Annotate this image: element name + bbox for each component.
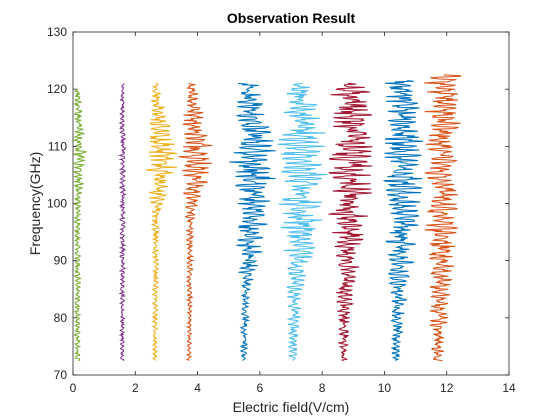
y-tick-label: 100 [47, 197, 67, 211]
x-tick-label: 6 [257, 381, 264, 395]
y-axis: 70 80 90 100 110 120 130 [47, 25, 509, 382]
series-line-6 [277, 82, 328, 361]
series-line-8 [382, 80, 424, 362]
y-tick-label: 70 [54, 368, 68, 382]
y-tick-label: 120 [47, 82, 67, 96]
x-tick-label: 4 [194, 381, 201, 395]
series-line-7 [328, 82, 373, 362]
y-tick-label: 80 [54, 311, 68, 325]
x-tick-label: 14 [502, 381, 516, 395]
series-line-5 [229, 82, 276, 361]
series-line-4 [178, 82, 213, 361]
series-group [71, 74, 462, 362]
x-axis-label: Electric field(V/cm) [233, 399, 350, 415]
x-axis: 0 2 4 6 8 10 12 14 [70, 32, 516, 395]
x-tick-label: 0 [70, 381, 77, 395]
y-tick-label: 90 [54, 254, 68, 268]
y-tick-label: 110 [48, 139, 67, 153]
series-line-9 [424, 74, 462, 362]
x-tick-label: 12 [440, 381, 454, 395]
x-tick-label: 8 [319, 381, 326, 395]
series-line-1 [71, 88, 88, 362]
chart-title: Observation Result [227, 10, 356, 26]
series-line-3 [145, 82, 178, 361]
y-tick-label: 130 [47, 25, 67, 39]
series-line-2 [117, 83, 127, 362]
x-tick-label: 10 [378, 381, 392, 395]
y-axis-label: Frequency(GHz) [27, 152, 43, 255]
x-tick-label: 2 [132, 381, 139, 395]
